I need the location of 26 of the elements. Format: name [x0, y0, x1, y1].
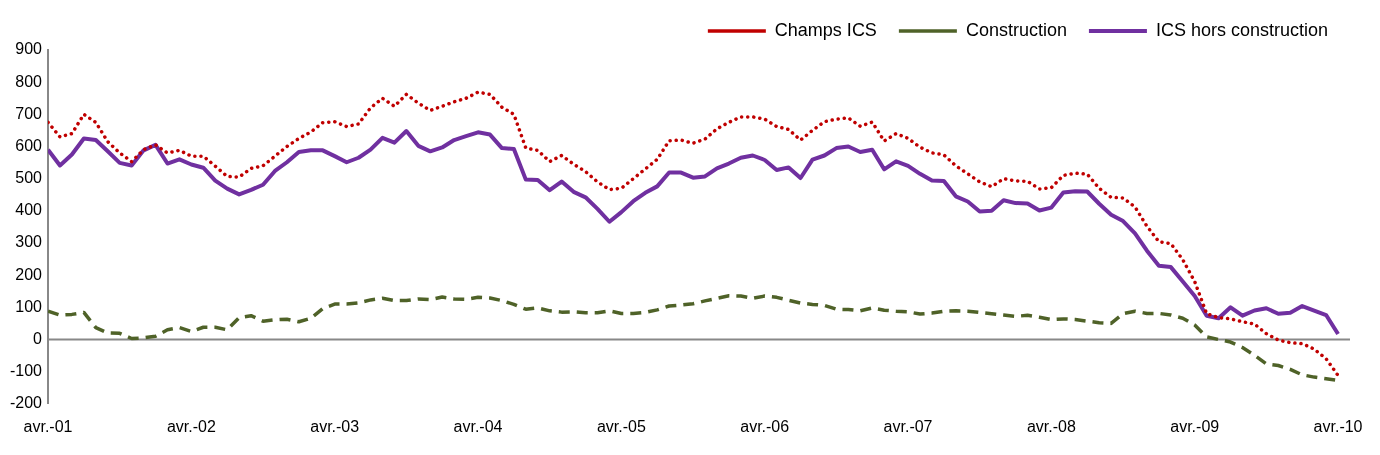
- x-tick-label: avr.-06: [740, 417, 790, 435]
- x-tick-label: avr.-02: [166, 417, 216, 435]
- y-tick-label: 200: [15, 265, 43, 283]
- x-tick-label: avr.-05: [596, 417, 646, 435]
- y-tick-label: 300: [15, 233, 43, 251]
- y-tick-label: 500: [15, 169, 43, 187]
- y-tick-label: -100: [9, 362, 43, 380]
- legend-label: Champs ICS: [774, 19, 877, 40]
- x-tick-label: avr.-09: [1170, 417, 1220, 435]
- legend-label: ICS hors construction: [1155, 19, 1329, 40]
- y-tick-label: 900: [15, 40, 43, 58]
- y-tick-label: 400: [15, 201, 43, 219]
- y-tick-label: -200: [9, 394, 43, 412]
- x-tick-label: avr.-08: [1026, 417, 1076, 435]
- legend-label: Construction: [965, 19, 1067, 40]
- x-tick-label: avr.-07: [883, 417, 933, 435]
- y-tick-label: 800: [15, 72, 43, 90]
- y-tick-label: 700: [15, 104, 43, 122]
- y-tick-label: 600: [15, 136, 43, 154]
- x-tick-label: avr.-01: [23, 417, 73, 435]
- x-tick-label: avr.-10: [1313, 417, 1363, 435]
- y-tick-label: 100: [15, 297, 43, 315]
- line-series: [48, 90, 1340, 378]
- x-tick-label: avr.-03: [310, 417, 360, 435]
- x-tick-label: avr.-04: [453, 417, 503, 435]
- y-tick-label: 0: [33, 329, 43, 347]
